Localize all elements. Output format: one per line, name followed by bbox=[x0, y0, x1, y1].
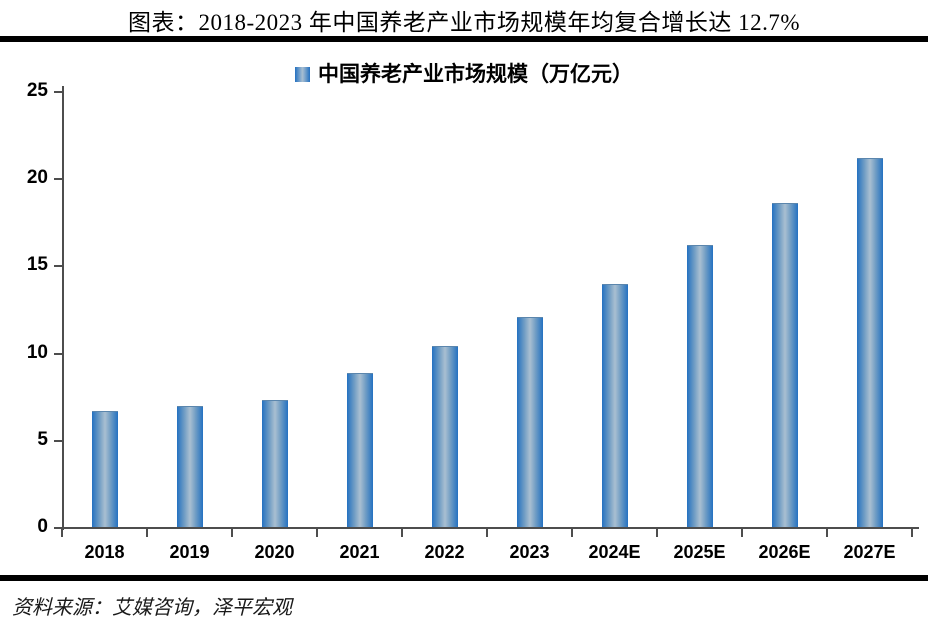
x-tick bbox=[146, 529, 148, 537]
x-tick-label: 2019 bbox=[169, 542, 210, 562]
bar bbox=[91, 410, 118, 527]
x-tick bbox=[571, 529, 573, 537]
x-tick bbox=[401, 529, 403, 537]
x-tick-label: 2020 bbox=[254, 542, 295, 562]
x-tick bbox=[656, 529, 658, 537]
y-tick bbox=[54, 265, 62, 268]
bar bbox=[176, 405, 203, 527]
bar bbox=[686, 245, 713, 527]
x-tick bbox=[741, 529, 743, 537]
x-tick-label: 2027E bbox=[843, 542, 896, 562]
legend-label: 中国养老产业市场规模（万亿元） bbox=[318, 62, 633, 86]
y-tick bbox=[54, 439, 62, 442]
y-tick bbox=[54, 352, 62, 355]
plot-area: 0 5 10 15 20 25 2018 2019 2020 2021 2022 2023 2024E 2… bbox=[27, 80, 919, 562]
y-tick-label: 0 bbox=[37, 516, 48, 537]
x-tick-label: 2025E bbox=[673, 542, 726, 562]
y-tick bbox=[54, 527, 62, 529]
y-tick-label: 25 bbox=[26, 80, 48, 101]
x-tick bbox=[486, 529, 488, 537]
y-tick-label: 5 bbox=[37, 428, 48, 450]
y-axis-line bbox=[62, 86, 64, 530]
x-axis-line bbox=[57, 527, 919, 529]
x-tick bbox=[826, 529, 828, 537]
x-tick-label: 2026E bbox=[758, 542, 811, 562]
bar bbox=[516, 316, 543, 527]
footer-divider bbox=[0, 575, 928, 581]
bar bbox=[771, 203, 798, 527]
legend: 中国养老产业市场规模（万亿元） bbox=[0, 58, 928, 88]
x-tick-label: 2024E bbox=[588, 542, 641, 562]
x-tick-label: 2023 bbox=[509, 542, 550, 562]
x-tick-label: 2018 bbox=[84, 542, 125, 562]
x-tick bbox=[231, 529, 233, 537]
title-divider bbox=[0, 36, 928, 42]
x-tick bbox=[61, 529, 63, 537]
y-tick-label: 10 bbox=[26, 341, 48, 363]
bar bbox=[261, 400, 288, 527]
y-tick bbox=[54, 91, 62, 93]
y-tick-label: 15 bbox=[26, 254, 48, 276]
bar bbox=[431, 346, 458, 527]
legend-swatch-icon bbox=[295, 66, 310, 82]
bar bbox=[601, 283, 628, 527]
source-note: 资料来源：艾媒咨询，泽平宏观 bbox=[12, 597, 292, 619]
x-tick bbox=[911, 529, 913, 537]
x-tick-label: 2021 bbox=[339, 542, 380, 562]
bar bbox=[346, 372, 373, 527]
y-tick-label: 20 bbox=[26, 167, 48, 189]
x-tick-label: 2022 bbox=[424, 542, 465, 562]
chart-title: 图表：2018-2023 年中国养老产业市场规模年均复合增长达 12.7% bbox=[127, 10, 801, 35]
bar bbox=[856, 158, 883, 527]
y-tick bbox=[54, 178, 62, 181]
x-tick bbox=[316, 529, 318, 537]
